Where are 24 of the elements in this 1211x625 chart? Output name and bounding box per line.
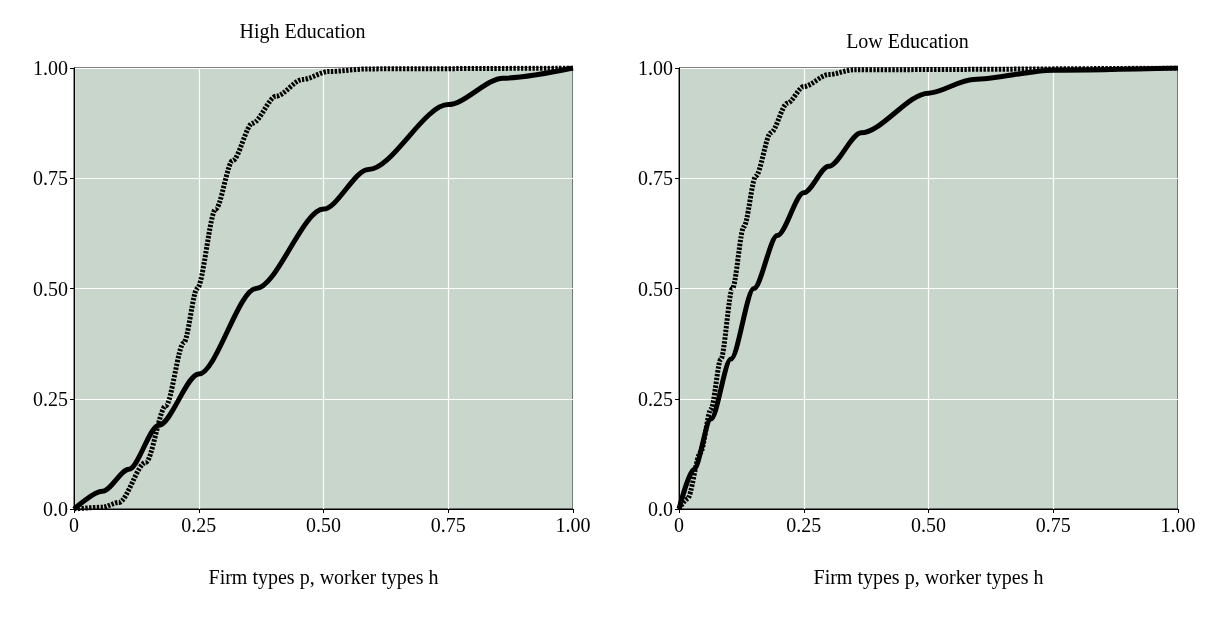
x-tick-label: 0.25	[181, 514, 217, 536]
x-axis-title: Firm types p, worker types h	[208, 566, 439, 589]
y-tick-label: 1.00	[33, 57, 68, 79]
y-tick-label: 0.0	[43, 498, 68, 520]
y-tick-label: 1.00	[638, 57, 673, 79]
y-tick-label: 0.0	[648, 498, 673, 520]
y-tick-label: 0.75	[33, 167, 68, 190]
x-tick-label: 0.75	[1035, 514, 1071, 536]
x-tick-label: 0.25	[786, 514, 822, 536]
y-tick-label: 0.75	[638, 167, 673, 190]
x-tick-label: 0.50	[306, 514, 341, 536]
y-tick-label: 0.25	[33, 387, 68, 410]
x-tick-label: 0	[69, 514, 79, 536]
x-tick-label: 0.75	[430, 514, 466, 536]
x-tick-label: 0.50	[911, 514, 946, 536]
chart-title: High Education	[239, 20, 366, 43]
y-tick-label: 0.50	[33, 277, 68, 300]
x-axis-title: Firm types p, worker types h	[813, 566, 1044, 589]
chart-title: Low Education	[846, 30, 969, 52]
x-tick-label: 0	[674, 514, 684, 536]
x-tick-label: 1.00	[1160, 514, 1196, 536]
y-tick-label: 0.50	[638, 277, 673, 300]
x-tick-label: 1.00	[555, 514, 591, 536]
y-tick-label: 0.25	[638, 387, 673, 410]
